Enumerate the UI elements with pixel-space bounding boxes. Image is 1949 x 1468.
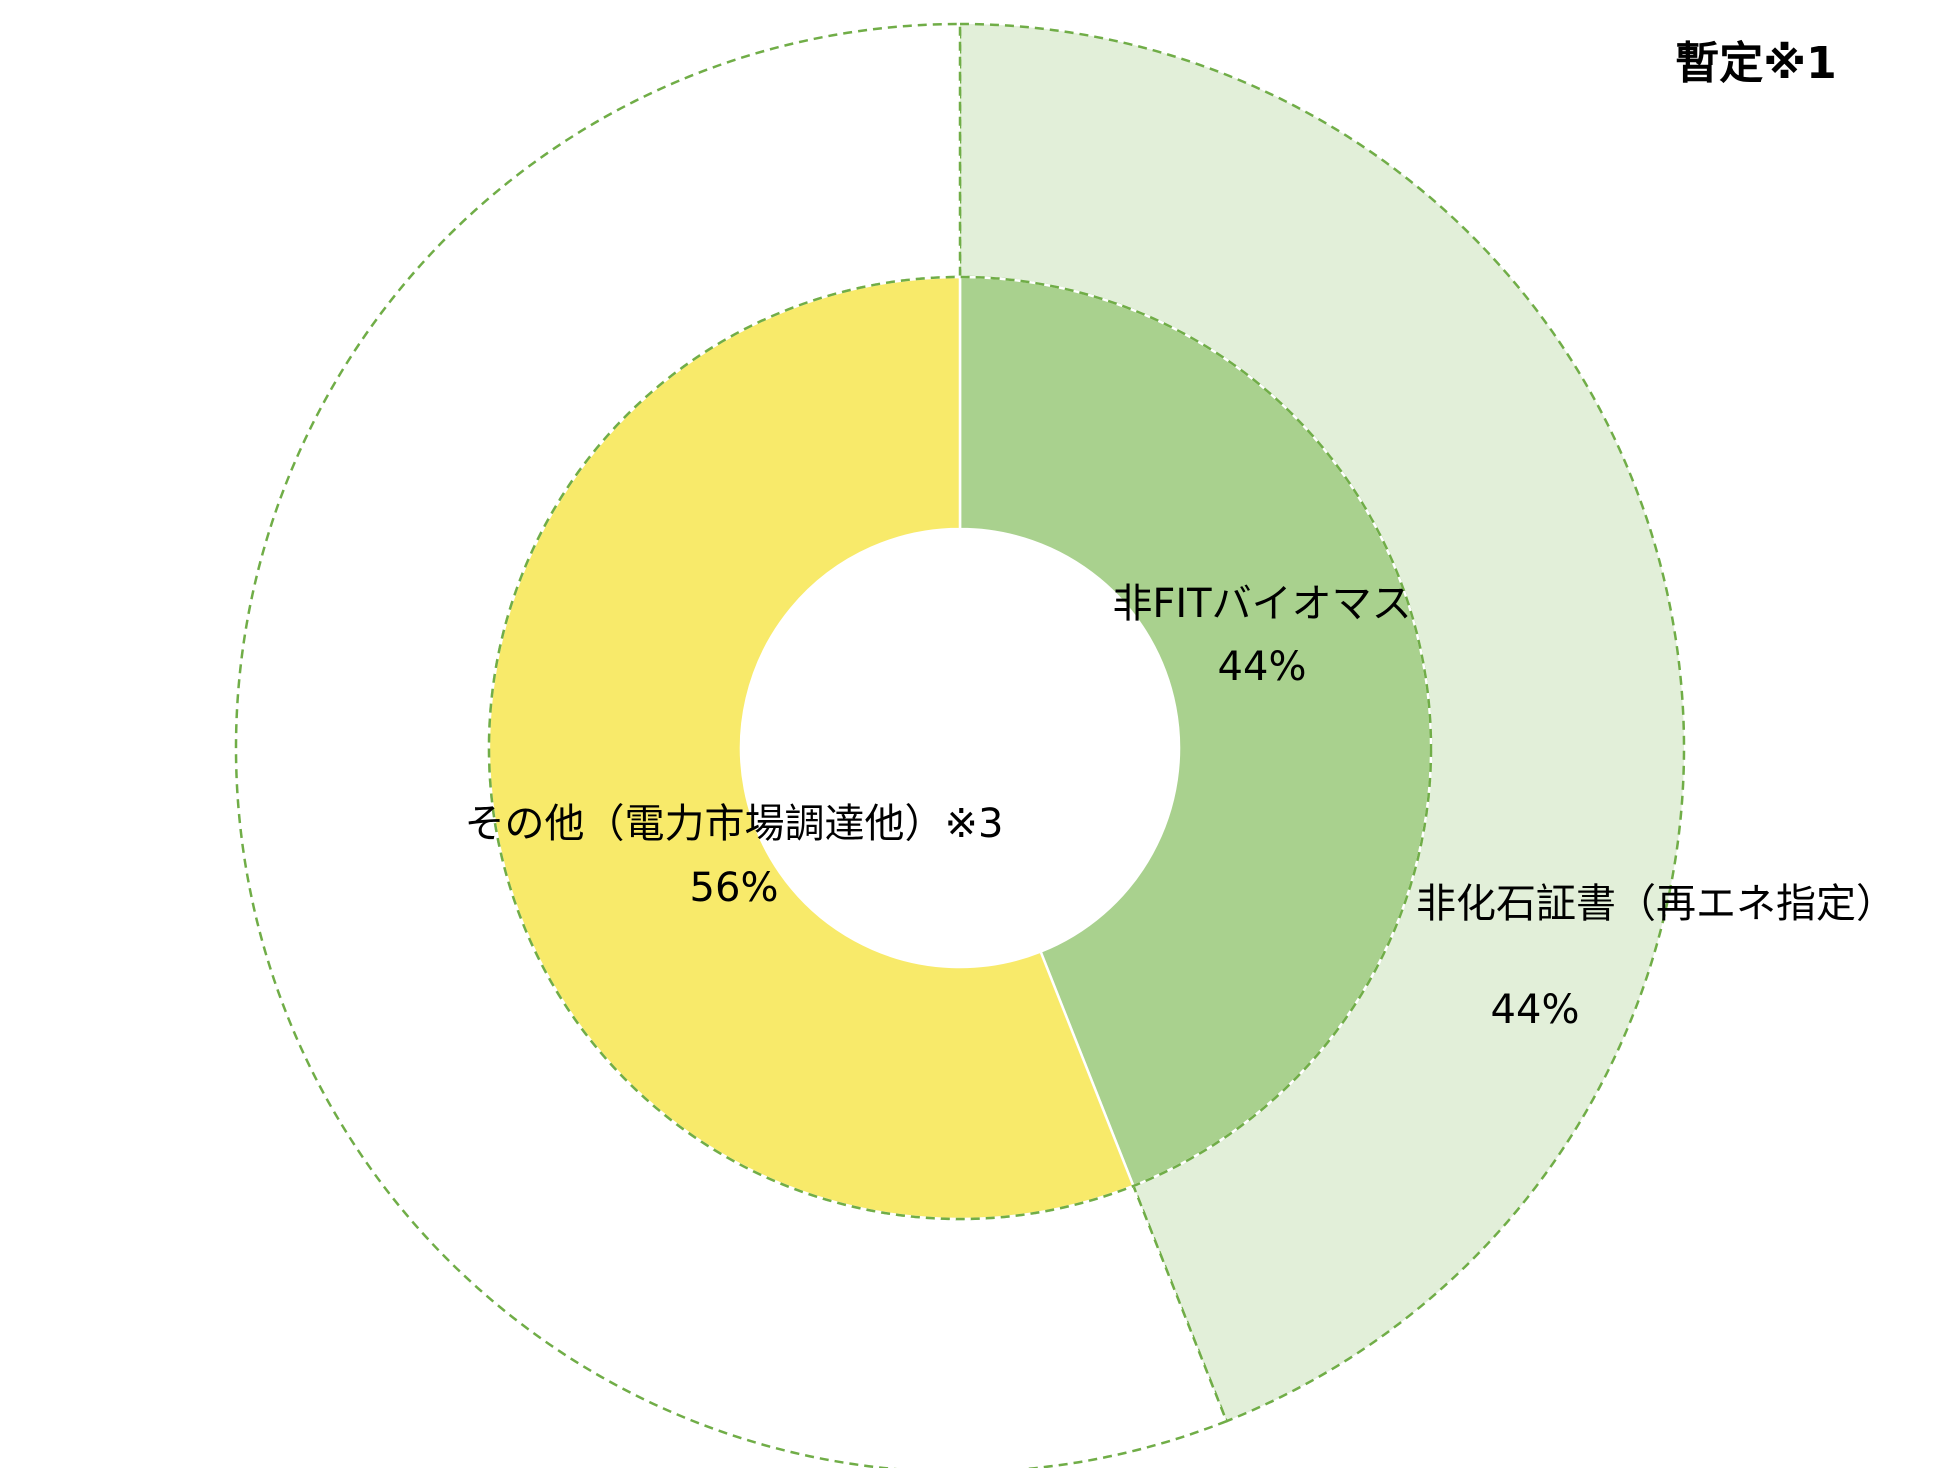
slice-label: その他（電力市場調達他）※3	[465, 801, 1004, 847]
annotation: 暫定※1	[1675, 38, 1836, 89]
value-label: 44%	[1218, 644, 1307, 690]
slice-label: 非FITバイオマス	[1112, 581, 1411, 627]
slice-label: 非化石証書（再エネ指定）	[1416, 881, 1896, 927]
ring-slice	[958, 22, 1686, 1423]
ring-border	[487, 275, 1433, 1221]
value-label: 56%	[690, 865, 779, 911]
value-label: 44%	[1491, 987, 1580, 1033]
